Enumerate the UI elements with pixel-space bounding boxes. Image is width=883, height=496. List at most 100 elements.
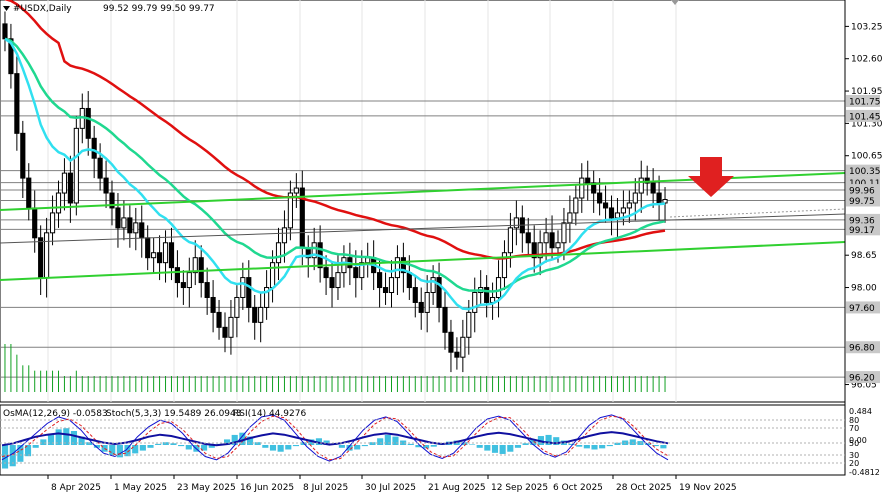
candle-body	[8, 38, 14, 75]
candle-body	[180, 282, 186, 289]
osma-bar	[93, 445, 100, 448]
candle-body	[168, 242, 175, 269]
candle-body	[121, 217, 127, 229]
price-axis-label: 102.60	[851, 55, 883, 65]
osma-bar	[308, 439, 315, 445]
price-axis-label: 101.30	[851, 119, 883, 129]
candle-body	[400, 257, 406, 274]
osma-bar	[354, 445, 361, 450]
price-axis-label: 103.25	[851, 22, 883, 32]
candle-body	[484, 287, 490, 303]
candle-body	[55, 192, 62, 214]
osma-bar	[185, 445, 192, 450]
candle-body	[133, 222, 139, 234]
price-level-label: 99.36	[849, 216, 875, 226]
candle-body	[525, 232, 531, 244]
osma-bar	[369, 442, 376, 445]
osma-bar	[32, 445, 39, 448]
candle-body	[145, 237, 151, 259]
time-axis-label: 8 Apr 2025	[51, 483, 101, 493]
chart-shift-marker-icon[interactable]	[671, 0, 679, 5]
candle-body	[436, 277, 442, 308]
candle-body	[20, 132, 26, 179]
candle-body	[650, 182, 656, 194]
candle-body	[537, 242, 543, 259]
osma-bar	[591, 445, 598, 450]
candle-body	[97, 157, 103, 179]
osma-bar	[499, 445, 506, 454]
ema-short-line	[4, 37, 666, 311]
price-axis-label: 98.65	[851, 251, 877, 261]
candle-body	[14, 73, 20, 134]
osma-bar	[522, 443, 529, 445]
stoch-signal-line	[1, 415, 669, 461]
osma-bar	[545, 434, 552, 445]
price-level-label: 101.45	[849, 112, 881, 122]
osma-bar	[170, 443, 177, 445]
candle-body	[329, 277, 335, 289]
osma-bar	[377, 438, 384, 445]
osma-bar	[116, 445, 123, 458]
candle-body	[287, 192, 293, 229]
symbol-dropdown-icon[interactable]	[3, 6, 10, 11]
osma-bar	[645, 443, 652, 445]
candle-body	[626, 202, 632, 209]
osma-bar	[323, 440, 330, 445]
osma-bar	[430, 445, 437, 447]
price-level-label-box	[846, 194, 880, 207]
candle-body	[269, 262, 276, 289]
stoch-label: Stoch(5,3,3) 19.5489 26.0943	[106, 409, 241, 419]
candle-body	[424, 292, 430, 313]
osma-bar	[246, 436, 254, 445]
candle-body	[406, 272, 412, 289]
price-axis: 103.25 102.60 101.95 101.30 100.65 98.65 98.00…	[844, 0, 883, 475]
candle-body	[44, 232, 50, 279]
price-level-label: 96.80	[849, 344, 875, 354]
time-axis-label: 6 Oct 2025	[553, 483, 603, 493]
candle-body	[549, 232, 555, 249]
osma-bar	[614, 442, 621, 445]
candle-body	[210, 296, 216, 313]
candle-body	[151, 252, 157, 259]
candle-body	[597, 192, 603, 204]
ema-long-line	[4, 0, 666, 260]
candle-body	[186, 272, 192, 289]
candle-body	[49, 212, 56, 234]
time-axis-label: 23 May 2025	[177, 483, 236, 493]
price-level-label: 100.35	[849, 167, 881, 177]
osma-bar	[423, 445, 430, 449]
osma-bar	[660, 445, 667, 449]
osma-bar	[553, 437, 560, 445]
candle-body	[620, 207, 626, 214]
indicator-axis-label: 0.484	[849, 407, 872, 416]
price-level-label-box	[846, 164, 880, 177]
candle-body	[264, 287, 270, 308]
candle-body	[335, 272, 341, 289]
price-level-label-box	[846, 109, 880, 122]
candle-body	[472, 292, 478, 313]
candle-body	[73, 127, 79, 204]
candle-body	[412, 287, 418, 303]
indicator-axis-label: 20	[849, 459, 859, 468]
price-level-label-box	[846, 371, 880, 384]
candle-body	[156, 252, 163, 264]
osma-bar	[315, 438, 322, 445]
candle-body	[228, 316, 234, 338]
osma-bar	[201, 445, 208, 451]
candle-body	[448, 331, 454, 353]
osma-bar	[491, 445, 499, 453]
osma-bar	[652, 445, 659, 447]
time-axis-label: 12 Sep 2025	[491, 483, 548, 493]
osma-bar	[599, 445, 606, 449]
candle-body	[61, 172, 68, 194]
osma-bar	[2, 445, 9, 469]
candle-body	[573, 197, 579, 214]
time-axis-label: 8 Jul 2025	[303, 483, 348, 493]
candle-body	[67, 172, 73, 204]
osma-bar	[17, 445, 24, 462]
osma-bar	[476, 445, 483, 448]
osma-bar	[361, 445, 368, 447]
candle-body	[632, 192, 638, 204]
